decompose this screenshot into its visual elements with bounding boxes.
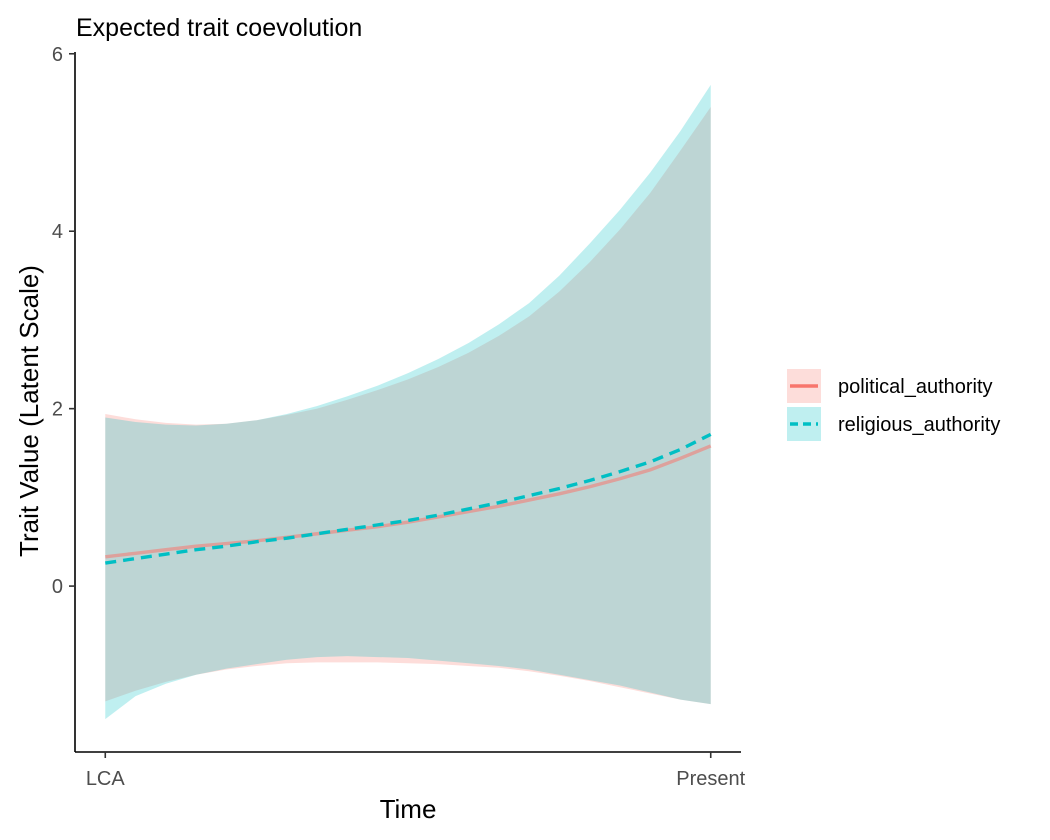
legend-label: political_authority	[838, 376, 993, 398]
line-political-authority	[105, 444, 712, 559]
x-tick-label: Present	[676, 768, 745, 790]
y-tick-label: 4	[52, 221, 63, 243]
y-tick-label: 0	[52, 576, 63, 598]
x-tick-label: LCA	[86, 768, 126, 790]
y-ticks: 0 2 4 6	[52, 44, 75, 598]
y-tick-label: 2	[52, 399, 63, 421]
axes: 0 2 4 6 LCA Present	[52, 44, 746, 790]
x-axis-title: Time	[380, 794, 437, 824]
confidence-ribbons	[105, 84, 711, 720]
ribbon-political-authority	[105, 107, 711, 705]
x-ticks: LCA Present	[86, 752, 746, 790]
line-religious-authority	[105, 432, 712, 565]
legend-item-religious-authority: religious_authority	[787, 407, 1000, 441]
chart-title: Expected trait coevolution	[76, 14, 362, 42]
legend: political_authority religious_authority	[787, 369, 1000, 441]
y-tick-label: 6	[52, 44, 63, 66]
legend-item-political-authority: political_authority	[787, 369, 993, 403]
legend-label: religious_authority	[838, 414, 1000, 436]
series-lines	[105, 432, 712, 565]
y-axis-title: Trait Value (Latent Scale)	[14, 265, 44, 557]
ribbon-religious-authority	[105, 84, 711, 720]
plot-panel	[105, 84, 712, 720]
